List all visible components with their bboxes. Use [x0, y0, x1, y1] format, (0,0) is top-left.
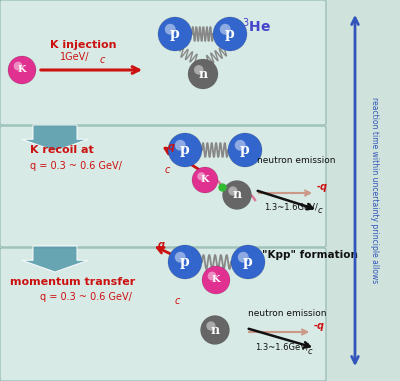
Text: n: n: [232, 189, 242, 202]
Circle shape: [8, 56, 36, 84]
Text: momentum transfer: momentum transfer: [10, 277, 135, 287]
Circle shape: [194, 65, 204, 75]
Circle shape: [220, 24, 231, 35]
Text: -q: -q: [317, 182, 328, 192]
Text: q = 0.3 ~ 0.6 GeV/: q = 0.3 ~ 0.6 GeV/: [40, 292, 132, 302]
Text: p: p: [180, 143, 190, 157]
Circle shape: [168, 245, 202, 279]
Text: c: c: [308, 347, 313, 356]
Text: -q: -q: [314, 321, 325, 331]
Text: p: p: [225, 27, 235, 41]
Circle shape: [192, 167, 218, 193]
Text: 1GeV/: 1GeV/: [60, 52, 90, 62]
Text: q: q: [168, 142, 175, 152]
FancyBboxPatch shape: [0, 126, 326, 247]
Circle shape: [175, 252, 186, 263]
Circle shape: [206, 321, 216, 331]
Text: neutron emission: neutron emission: [257, 156, 336, 165]
Text: reaction time within uncertainty principle allows: reaction time within uncertainty princip…: [370, 98, 378, 283]
Circle shape: [202, 266, 230, 294]
Circle shape: [208, 272, 216, 280]
Circle shape: [175, 140, 186, 150]
Text: c: c: [100, 55, 105, 65]
Circle shape: [165, 24, 176, 35]
Text: c: c: [318, 206, 323, 215]
Text: n: n: [198, 67, 208, 80]
Text: "Kpp" formation: "Kpp" formation: [262, 250, 358, 260]
FancyBboxPatch shape: [0, 0, 326, 125]
Text: n: n: [210, 323, 220, 336]
Text: p: p: [180, 255, 190, 269]
Circle shape: [228, 133, 262, 167]
Text: K injection: K injection: [50, 40, 116, 50]
Polygon shape: [22, 125, 88, 151]
Text: q: q: [158, 240, 165, 250]
Text: p: p: [243, 255, 253, 269]
Text: $^3$He: $^3$He: [242, 16, 271, 35]
Text: 1.3~1.6GeV/: 1.3~1.6GeV/: [255, 343, 309, 352]
Circle shape: [235, 140, 246, 150]
Circle shape: [213, 17, 247, 51]
Polygon shape: [22, 246, 88, 272]
Circle shape: [222, 181, 252, 210]
Text: neutron emission: neutron emission: [248, 309, 326, 318]
Circle shape: [200, 315, 230, 344]
Circle shape: [158, 17, 192, 51]
Circle shape: [14, 62, 22, 70]
Circle shape: [168, 133, 202, 167]
Text: K: K: [212, 275, 220, 285]
Circle shape: [238, 252, 249, 263]
Text: p: p: [240, 143, 250, 157]
FancyBboxPatch shape: [0, 248, 326, 381]
Text: q = 0.3 ~ 0.6 GeV/: q = 0.3 ~ 0.6 GeV/: [30, 161, 122, 171]
Text: K: K: [201, 176, 209, 184]
Circle shape: [231, 245, 265, 279]
Text: c: c: [175, 296, 180, 306]
Text: c: c: [165, 165, 170, 175]
Text: K: K: [18, 66, 26, 75]
Circle shape: [188, 59, 218, 89]
Text: p: p: [170, 27, 180, 41]
Text: 1.3~1.6GeV/: 1.3~1.6GeV/: [264, 202, 318, 211]
Circle shape: [228, 186, 238, 195]
Circle shape: [197, 172, 206, 181]
Text: K recoil at: K recoil at: [30, 145, 94, 155]
